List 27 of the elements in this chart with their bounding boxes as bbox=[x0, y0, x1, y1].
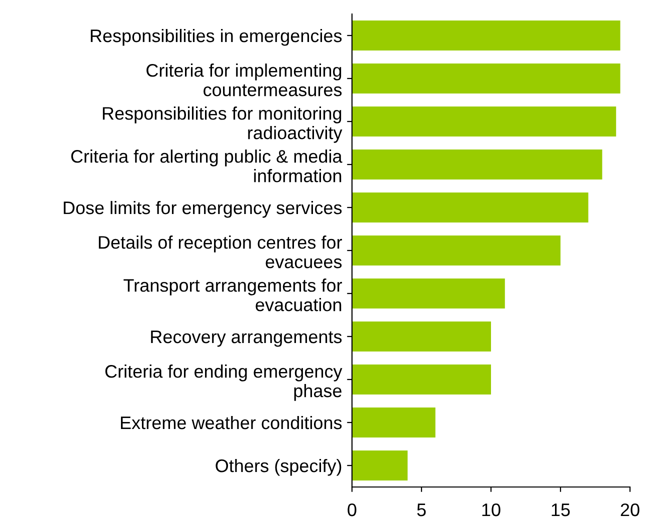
x-tick-label: 20 bbox=[620, 503, 640, 516]
bar bbox=[352, 63, 620, 94]
y-tick-label: Recovery arrangements bbox=[151, 330, 342, 347]
y-tick-label: Criteria for implementing countermeasures bbox=[146, 64, 342, 96]
bar bbox=[352, 450, 408, 481]
bar bbox=[352, 149, 602, 180]
y-tick-label: Criteria for alerting public & media information bbox=[71, 150, 342, 182]
bar bbox=[352, 278, 505, 309]
x-tick-label: 5 bbox=[417, 504, 426, 516]
y-tick-label: Transport arrangements for evacuation bbox=[124, 278, 342, 312]
x-tick-label: 0 bbox=[348, 503, 356, 516]
bar bbox=[352, 364, 491, 395]
y-tick-label: Extreme weather conditions bbox=[120, 416, 342, 430]
bar bbox=[352, 192, 588, 223]
bar bbox=[352, 106, 616, 137]
y-tick-label: Dose limits for emergency services bbox=[64, 200, 342, 218]
x-tick-label: 10 bbox=[482, 503, 500, 516]
bar bbox=[352, 407, 436, 438]
y-tick-label: Criteria for ending emergency phase bbox=[105, 364, 342, 401]
bar bbox=[352, 20, 620, 51]
y-tick-label: Others (specify) bbox=[216, 458, 342, 476]
y-tick-label: Responsibilities in emergencies bbox=[90, 28, 342, 46]
y-tick-label: Responsibilities for monitoring radioactivity bbox=[102, 106, 342, 143]
bar bbox=[352, 235, 560, 266]
x-tick-label: 15 bbox=[552, 504, 570, 516]
y-tick-label: Details of reception centres for evacuees bbox=[98, 236, 342, 268]
bar bbox=[352, 321, 491, 352]
